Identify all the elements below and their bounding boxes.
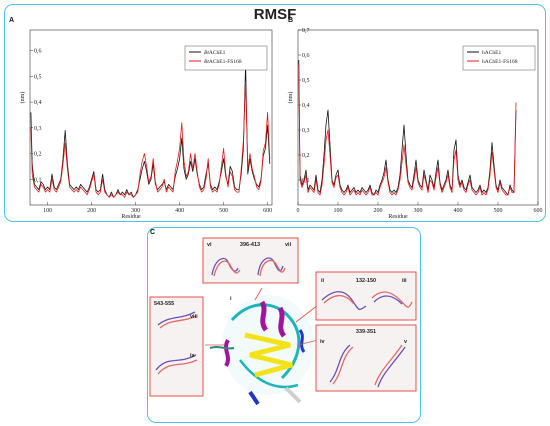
panel-a-x-tick-label-1: 200 [87,208,96,214]
panel-a-y-tick-label-2: 0,3 [34,126,42,132]
panel-a-y-tick-label-5: 0,6 [34,49,42,55]
panel-b-legend-label-0: hAChE1 [482,50,502,56]
panel-b-y-tick-label-6: 0,7 [302,28,310,34]
loop-renderings [155,257,413,388]
panel-a-x-axis-label: Residue [121,214,141,220]
panel-b-x-tick-label-2: 200 [374,208,383,214]
panel-a-y-tick-label-4: 0,5 [34,74,42,80]
roman-vi: vi [207,242,212,248]
region-box-339-351 [315,324,417,392]
panel-a-x-tick-label-2: 300 [131,208,140,214]
region-arrows [205,287,319,346]
panel-b-legend-box [462,45,536,71]
panel-letter-c: C [150,229,156,236]
panel-b-x-tick-label-3: 300 [414,208,423,214]
panel-a-series-line-0 [30,63,271,198]
roman-v: v [404,339,408,345]
panel-a-x-tick-label-5: 600 [263,208,272,214]
panel-b-series-line-1 [298,64,517,196]
panel-b-x-tick-label-0: 0 [297,208,300,214]
panel-letter-a: A [9,17,15,24]
panel-a-x-tick-label-4: 500 [219,208,228,214]
panel-a-legend-box [184,45,268,71]
roman-ix: ix [190,353,196,359]
range-543-555: 543-555 [154,301,174,307]
panel-b-series-line-0 [298,59,517,196]
panel-b-y-tick-label-0: 0,1 [302,178,310,184]
structure-panel-frame [147,227,421,423]
panel-b-x-tick-label-4: 400 [454,208,463,214]
panel-b-x-axis-label: Residue [388,214,408,220]
range-132-150: 132-150 [356,278,376,284]
roman-i: i [230,296,232,302]
panel-letter-b: B [288,17,294,24]
roman-ii: ii [321,278,325,284]
panel-b-y-tick-label-4: 0,5 [302,78,310,84]
roman-iii: iii [402,278,407,284]
panel-a-y-tick-label-1: 0,2 [34,152,42,158]
panel-a-x-tick-label-3: 400 [175,208,184,214]
panel-a-x-tick-label-0: 100 [43,208,52,214]
region-box-132-150 [315,271,417,321]
figure-title: RMSF [253,6,297,23]
roman-viii: viii [190,314,198,320]
panel-a-legend-label-1: BtAChE1-FS168 [204,59,242,65]
panel-b-y-axis-label: (nm) [287,92,294,104]
panel-a-y-tick-label-3: 0,4 [34,100,42,106]
panel-a-y-axis-label: (nm) [19,92,26,104]
protein-cartoon [209,295,314,406]
range-396-413: 396-413 [240,242,260,248]
region-box-543-555 [149,296,204,397]
panel-a-legend-label-0: BtAChE1 [204,50,226,56]
panel-b-x-tick-label-5: 500 [494,208,503,214]
panel-a-series-line-1 [30,81,271,198]
panel-b-y-tick-label-1: 0,2 [302,153,310,159]
panel-b-y-tick-label-3: 0,4 [302,103,310,109]
panel-a-y-tick-label-0: 0,1 [34,177,42,183]
panel-b-x-tick-label-6: 600 [534,208,543,214]
roman-iv: iv [320,339,326,345]
range-339-351: 339-351 [356,329,376,335]
rmsf-plots-frame [4,4,546,222]
panel-b-x-tick-label-1: 100 [334,208,343,214]
panel-a-plot-area [29,29,273,206]
panel-b-y-tick-label-2: 0,3 [302,128,310,134]
roman-vii: vii [285,242,292,248]
panel-b-legend-label-1: hAChE1-FS168 [482,59,518,65]
panel-b-y-tick-label-5: 0,6 [302,53,310,59]
